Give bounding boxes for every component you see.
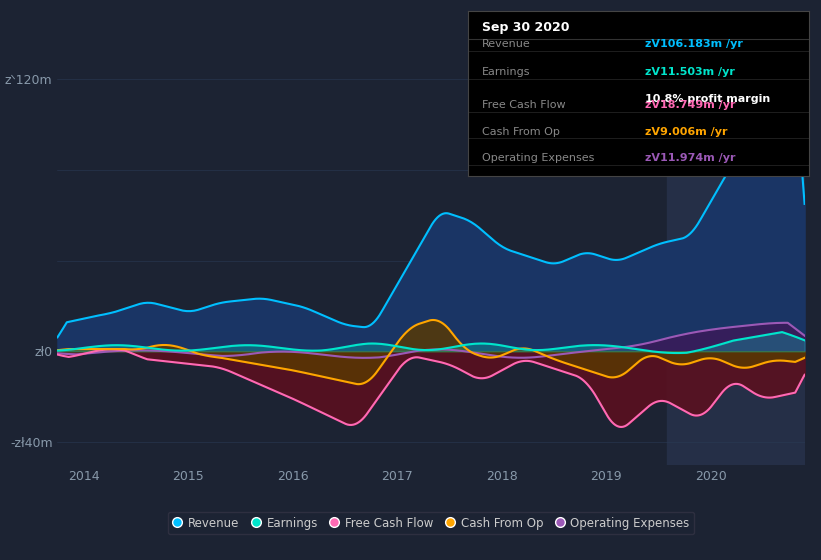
Text: Free Cash Flow: Free Cash Flow [482,100,565,110]
Bar [667,34,815,465]
Text: Cash From Op: Cash From Op [482,127,559,137]
Text: Revenue: Revenue [482,39,530,49]
Text: Operating Expenses: Operating Expenses [482,153,594,164]
Legend: Revenue, Earnings, Free Cash Flow, Cash From Op, Operating Expenses: Revenue, Earnings, Free Cash Flow, Cash … [167,512,695,534]
Text: zᐯ106.183m /yr: zᐯ106.183m /yr [645,39,743,49]
Text: Sep 30 2020: Sep 30 2020 [482,21,569,34]
Text: zᐯ18.749m /yr: zᐯ18.749m /yr [645,100,736,110]
Text: zᐯ11.974m /yr: zᐯ11.974m /yr [645,153,736,164]
Text: 10.8% profit margin: 10.8% profit margin [645,94,770,104]
Text: Earnings: Earnings [482,67,530,77]
Text: zᐯ9.006m /yr: zᐯ9.006m /yr [645,127,727,137]
Text: zᐯ11.503m /yr: zᐯ11.503m /yr [645,67,735,77]
